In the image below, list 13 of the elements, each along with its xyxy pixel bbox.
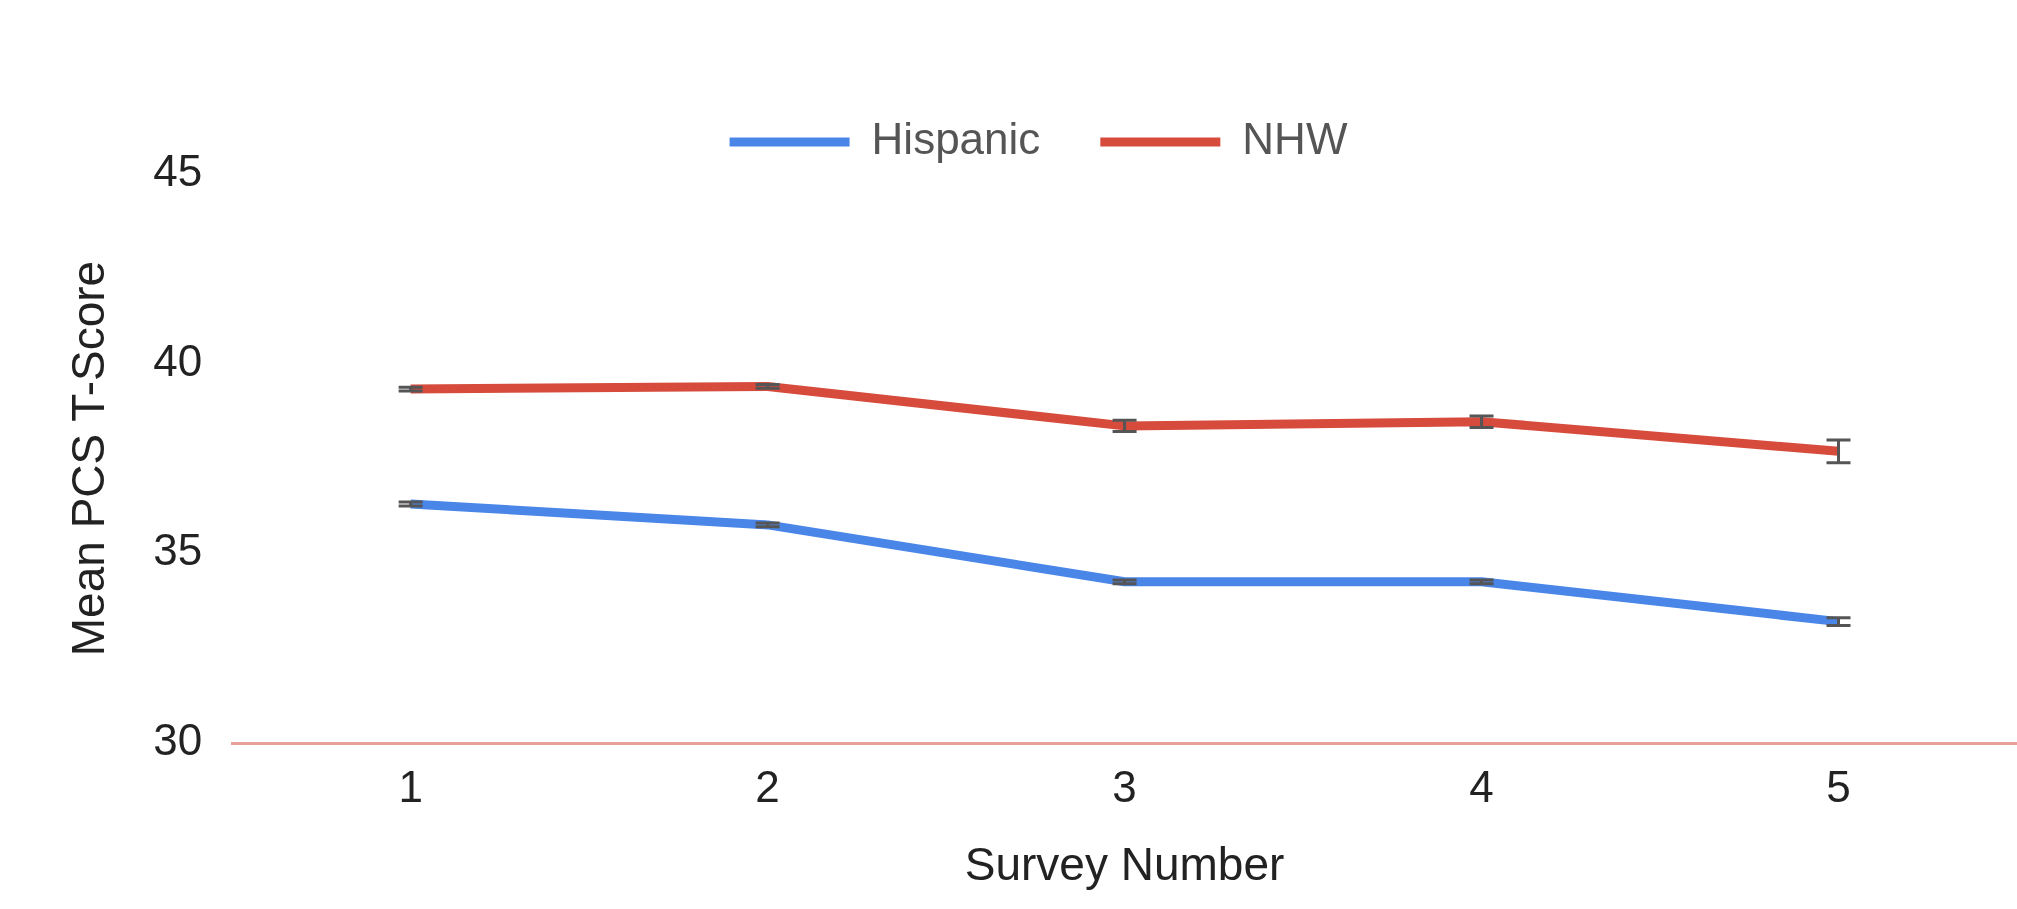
x-tick-label: 4 [1469, 761, 1494, 811]
y-tick-label: 45 [153, 146, 203, 196]
y-tick-label: 35 [153, 525, 203, 575]
legend-label: NHW [1242, 114, 1348, 164]
x-tick-label: 1 [398, 761, 423, 811]
y-tick-label: 40 [153, 335, 203, 385]
legend-label: Hispanic [871, 114, 1041, 164]
y-axis-title: Mean PCS T-Score [62, 260, 115, 657]
x-tick-label: 5 [1826, 761, 1851, 811]
x-axis-title: Survey Number [964, 838, 1285, 891]
x-tick-label: 3 [1112, 761, 1137, 811]
x-tick-label: 2 [755, 761, 780, 811]
y-tick-label: 30 [153, 715, 203, 765]
